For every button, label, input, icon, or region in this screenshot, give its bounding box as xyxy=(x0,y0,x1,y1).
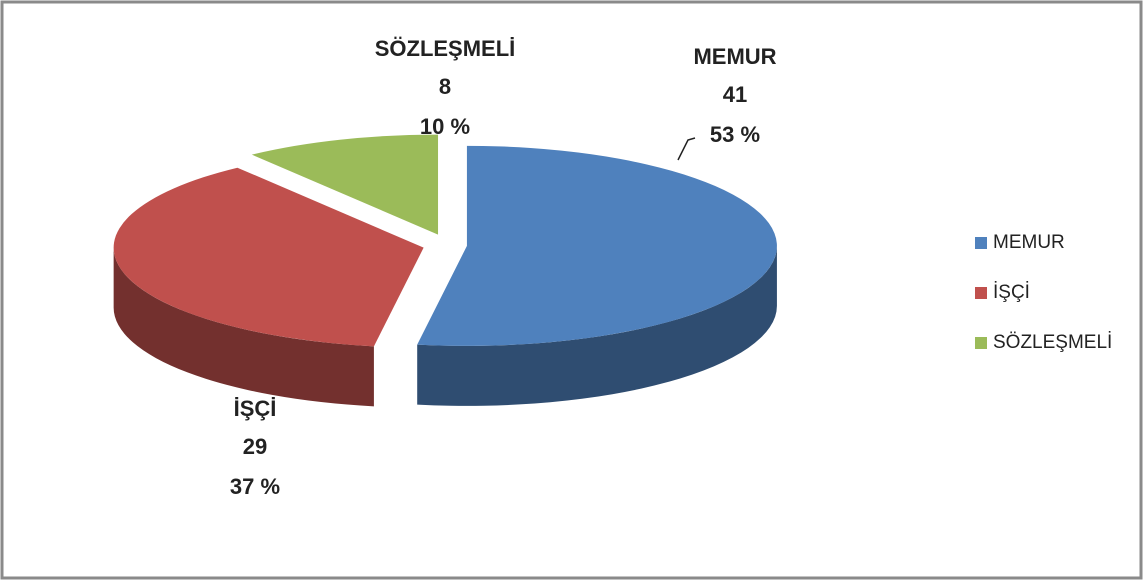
data-label-percent: 53 % xyxy=(710,122,760,147)
data-label-percent: 10 % xyxy=(420,114,470,139)
data-label-percent: 37 % xyxy=(230,474,280,499)
slice xyxy=(251,134,439,235)
data-label-name: MEMUR xyxy=(693,44,776,69)
slice-side xyxy=(417,245,777,406)
data-label-value: 8 xyxy=(439,74,451,99)
legend-label: MEMUR xyxy=(993,232,1065,253)
legend-swatch xyxy=(975,237,987,249)
legend-swatch xyxy=(975,337,987,349)
legend-label: SÖZLEŞMELİ xyxy=(993,332,1112,353)
slice-side xyxy=(113,247,374,407)
leader-line xyxy=(677,137,696,161)
data-label-value: 29 xyxy=(243,434,267,459)
data-label-name: SÖZLEŞMELİ xyxy=(375,36,516,61)
slice xyxy=(113,167,424,347)
slice xyxy=(417,145,777,346)
legend-swatch xyxy=(975,287,987,299)
data-label-value: 41 xyxy=(723,82,747,107)
legend-label: İŞÇİ xyxy=(993,282,1030,303)
data-label-name: İŞÇİ xyxy=(234,396,277,421)
